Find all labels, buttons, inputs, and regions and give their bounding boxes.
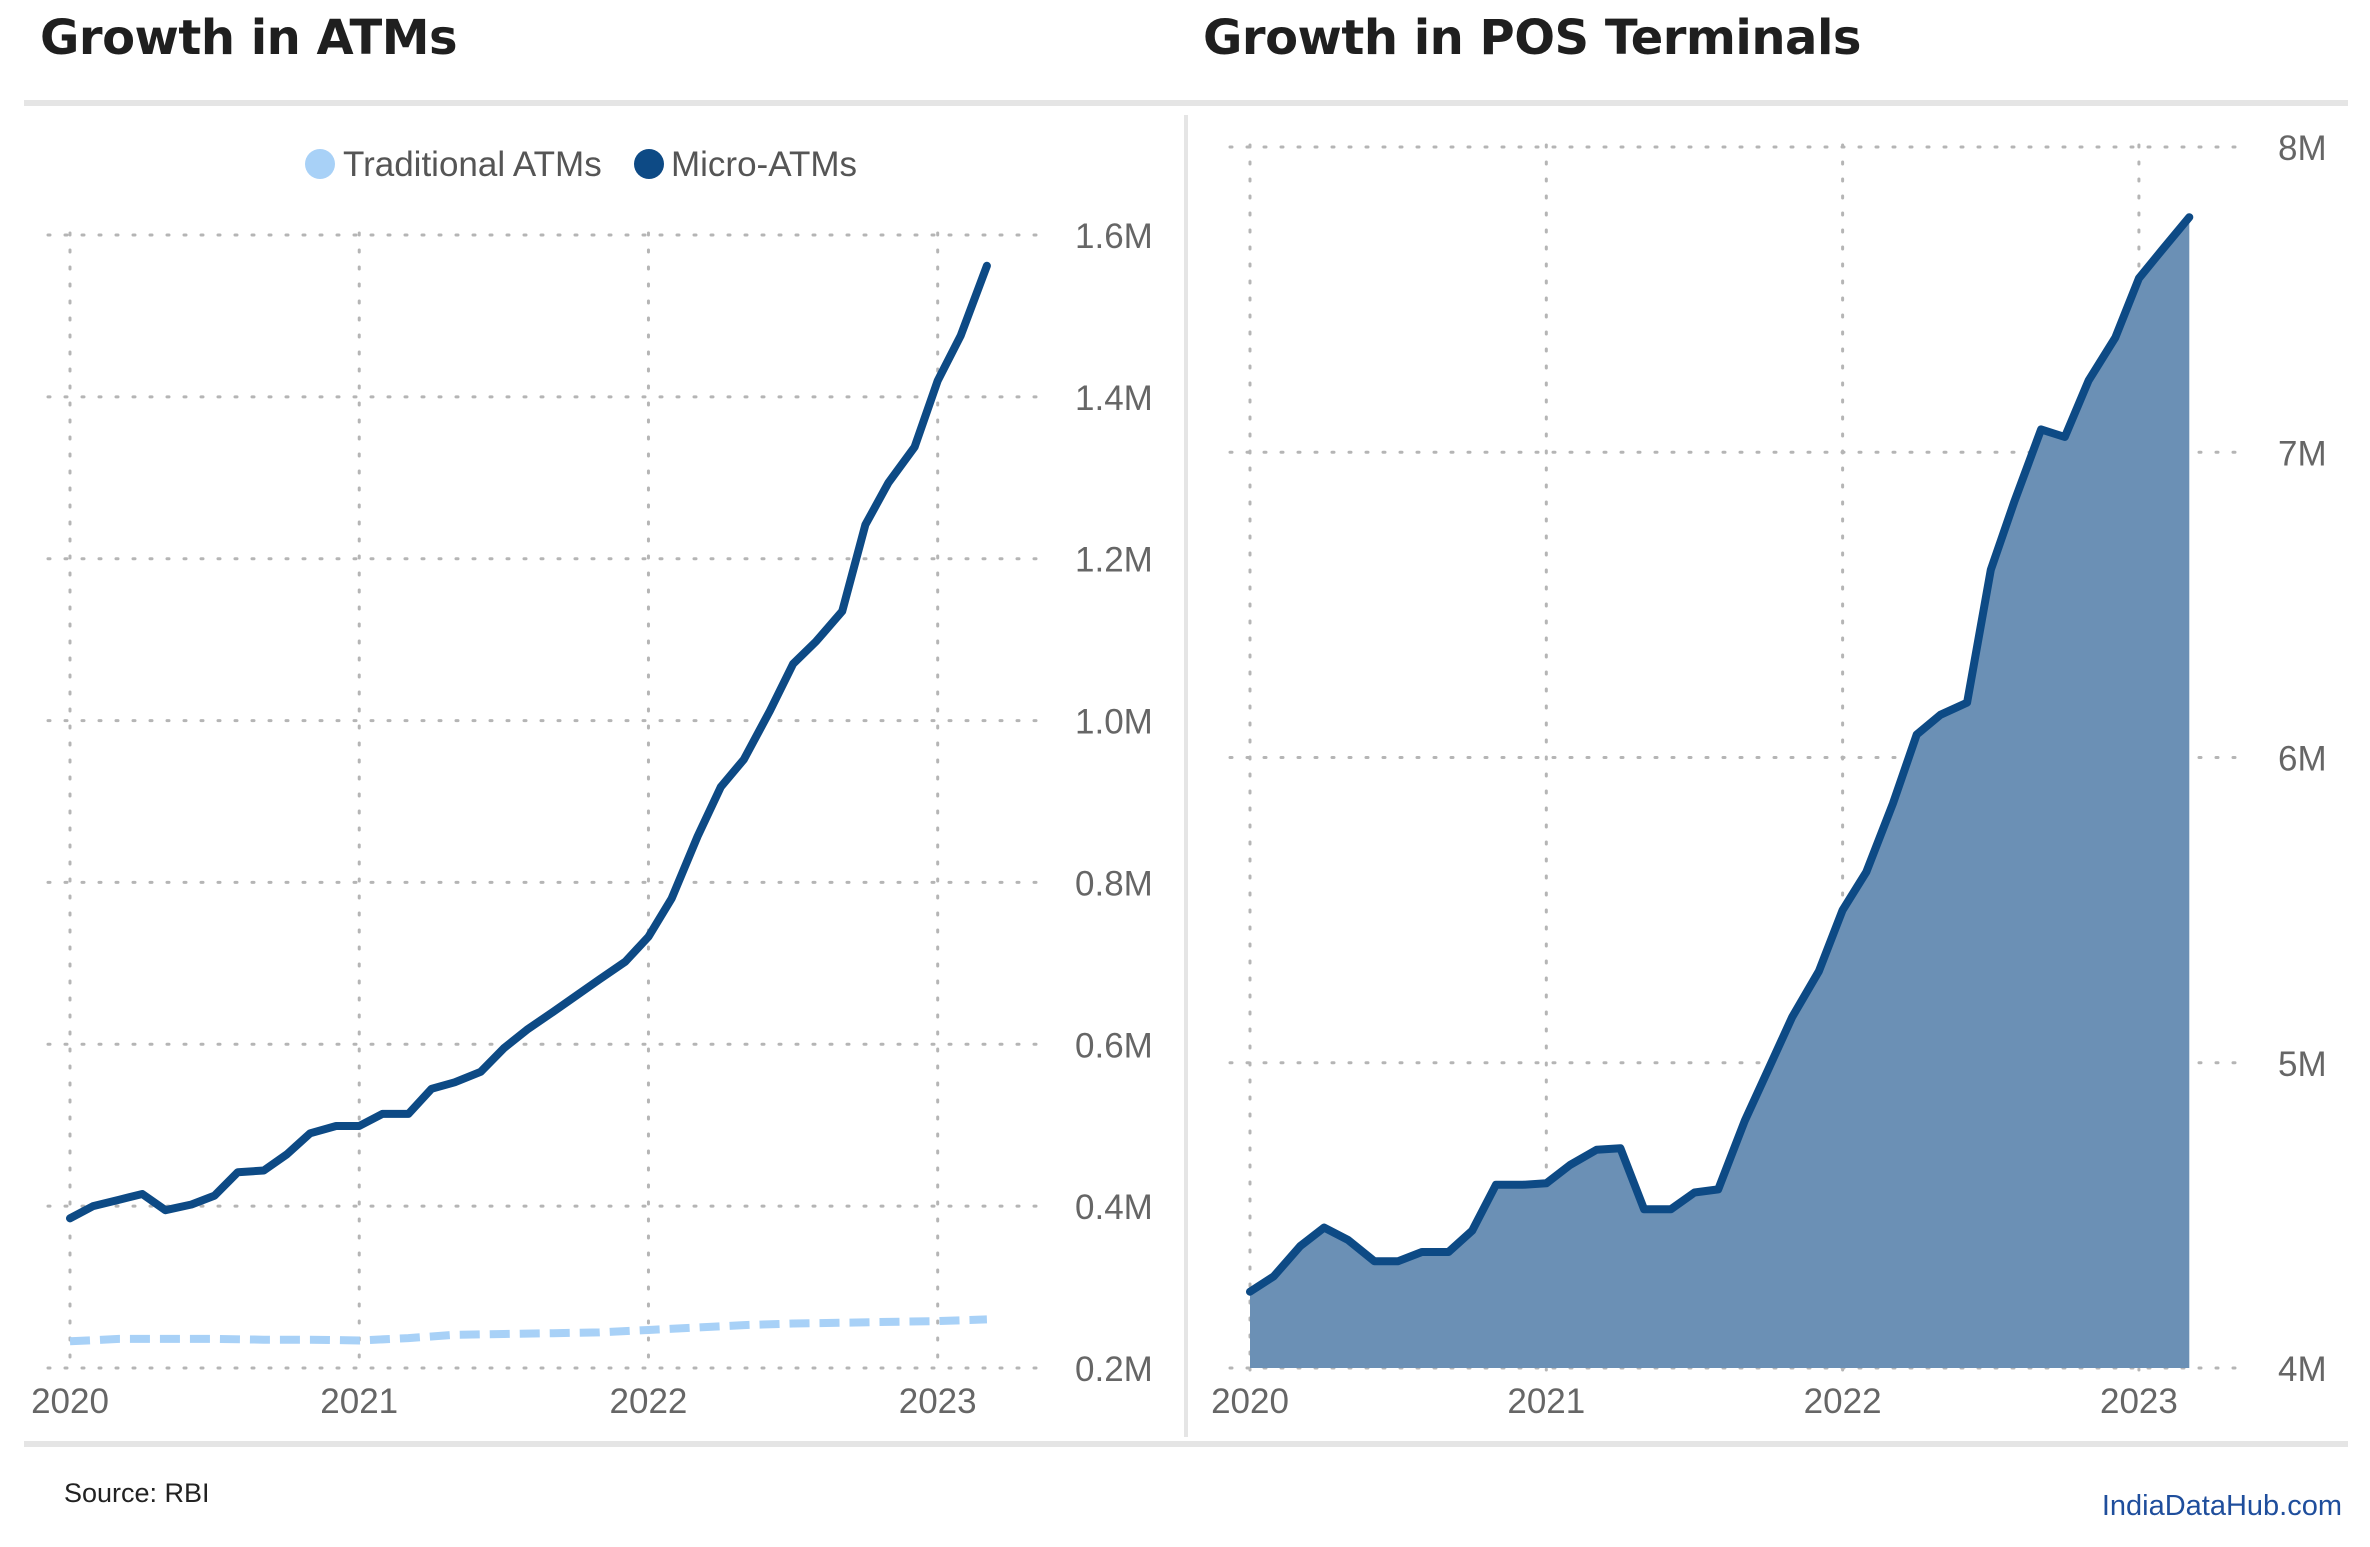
pos-chart-title: Growth in POS Terminals [1203, 10, 1861, 66]
center-divider [1184, 115, 1188, 1437]
legend-marker [634, 149, 664, 179]
legend-marker [305, 149, 335, 179]
pos-x-tick-label: 2022 [1804, 1382, 1882, 1421]
atm-y-tick-label: 0.4M [1075, 1188, 1153, 1227]
atm-y-tick-label: 0.6M [1075, 1026, 1153, 1065]
atm-series-line-traditional-atms [69, 1315, 988, 1346]
atm-series-line-micro-atms [66, 261, 991, 1223]
atm-y-tick-label: 1.0M [1075, 703, 1153, 742]
pos-y-tick-label: 8M [2278, 129, 2327, 168]
pos-y-tick-label: 7M [2278, 434, 2327, 473]
pos-series-line-series-0 [1246, 213, 2194, 1296]
atm-x-tick-label: 2023 [899, 1382, 977, 1421]
pos-x-tick-label: 2020 [1211, 1382, 1289, 1421]
pos-area-fill [1250, 217, 2190, 1369]
atm-y-tick-label: 1.6M [1075, 217, 1153, 256]
atm-y-tick-label: 1.2M [1075, 541, 1153, 580]
pos-y-tick-label: 4M [2278, 1350, 2327, 1389]
atm-y-tick-label: 0.2M [1075, 1350, 1153, 1389]
pos-y-tick-label: 5M [2278, 1045, 2327, 1084]
pos-x-tick-label: 2021 [1507, 1382, 1585, 1421]
top-divider [24, 100, 2348, 106]
atm-y-tick-label: 0.8M [1075, 864, 1153, 903]
legend-label: Micro-ATMs [671, 145, 857, 184]
source-note: Source: RBI [64, 1478, 210, 1508]
pos-y-tick-label: 6M [2278, 740, 2327, 779]
brand-link[interactable]: IndiaDataHub.com [2101, 1490, 2342, 1522]
atm-y-tick-label: 1.4M [1075, 379, 1153, 418]
atm-x-tick-label: 2022 [610, 1382, 688, 1421]
atm-chart-title: Growth in ATMs [40, 10, 458, 66]
atm-x-tick-label: 2020 [31, 1382, 109, 1421]
pos-x-tick-label: 2023 [2100, 1382, 2178, 1421]
atm-x-tick-label: 2021 [320, 1382, 398, 1421]
bottom-divider [24, 1441, 2348, 1447]
legend-label: Traditional ATMs [343, 145, 602, 184]
